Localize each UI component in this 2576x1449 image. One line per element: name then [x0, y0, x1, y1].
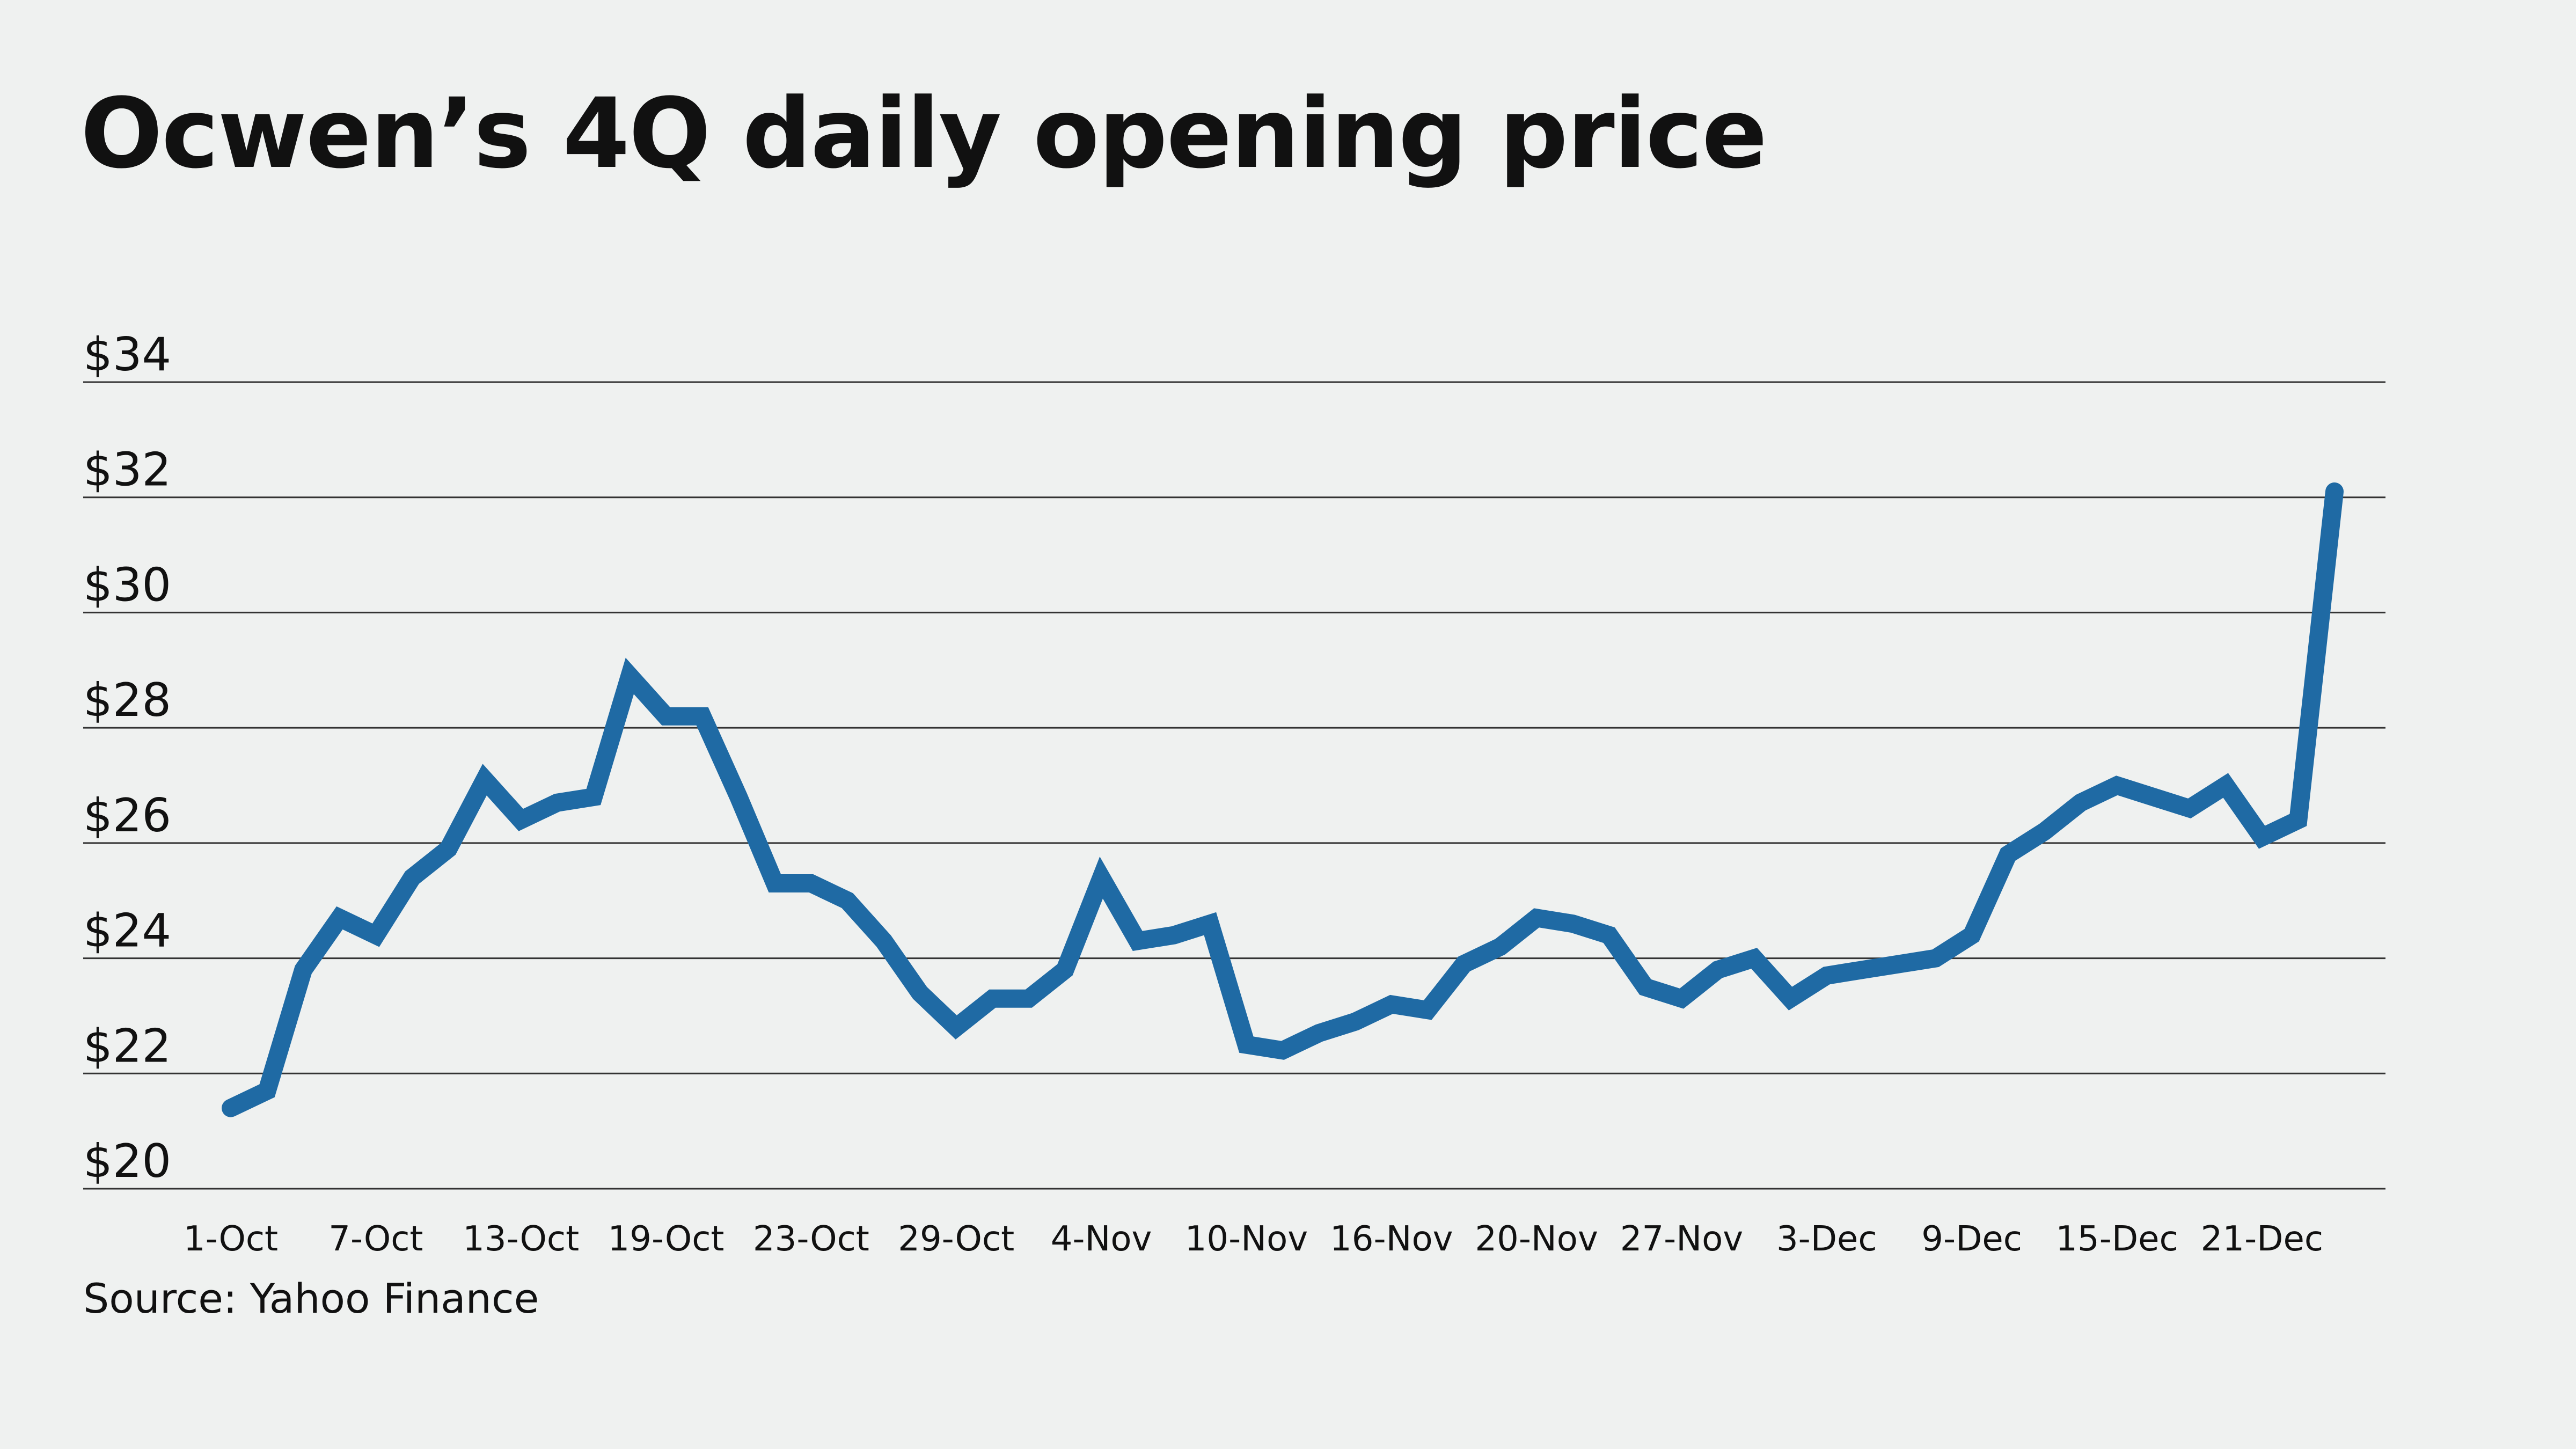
data-point	[593, 796, 594, 797]
data-point	[2153, 796, 2154, 797]
data-point	[1608, 935, 1609, 936]
data-point	[665, 716, 667, 717]
data-point	[2044, 831, 2045, 832]
x-tick-label: 15-Dec	[2055, 1219, 2178, 1259]
x-tick-label: 10-Nov	[1185, 1219, 1308, 1259]
data-point	[1427, 1009, 1428, 1011]
data-point	[1391, 1004, 1392, 1005]
y-tick-label: $28	[83, 674, 171, 727]
x-tick-label: 3-Dec	[1776, 1219, 1877, 1259]
data-point	[702, 716, 703, 717]
data-point	[2297, 819, 2299, 821]
data-point	[1210, 923, 1211, 924]
y-tick-label: $24	[83, 904, 171, 958]
y-tick-label: $22	[83, 1019, 171, 1073]
data-point	[412, 877, 413, 878]
x-tick-label: 7-Oct	[328, 1219, 423, 1259]
data-point	[1319, 1033, 1320, 1034]
y-axis-tick-labels: $34 $32 $30 $28 $26 $24 $22 $20	[83, 328, 171, 1188]
data-point	[303, 969, 304, 970]
x-axis-tick-labels: 1-Oct 7-Oct 13-Oct 19-Oct 23-Oct 29-Oct 4-Nov 1…	[184, 1219, 2323, 1259]
series-line	[222, 482, 2344, 1117]
x-tick-label: 21-Dec	[2201, 1219, 2323, 1259]
x-tick-label: 9-Dec	[1921, 1219, 2022, 1259]
data-point	[1536, 917, 1537, 918]
data-point	[1028, 998, 1029, 999]
data-point	[629, 676, 630, 677]
data-point	[1790, 998, 1791, 999]
data-point	[847, 900, 848, 901]
data-point	[230, 1108, 231, 1109]
data-point	[375, 935, 376, 936]
y-tick-label: $32	[83, 443, 171, 497]
data-point	[2080, 802, 2081, 803]
data-point	[2262, 837, 2263, 838]
y-tick-label: $30	[83, 558, 171, 612]
data-point	[1500, 946, 1501, 947]
x-tick-label: 27-Nov	[1620, 1219, 1743, 1259]
data-point	[956, 1027, 957, 1028]
data-point	[1572, 923, 1574, 924]
data-point	[1137, 940, 1138, 941]
data-point	[810, 883, 811, 884]
y-tick-label: $34	[83, 328, 171, 382]
data-point	[267, 1090, 268, 1091]
data-point	[1355, 1021, 1356, 1022]
data-point	[774, 883, 775, 884]
data-point	[1173, 935, 1174, 936]
data-point	[448, 848, 449, 850]
x-tick-label: 29-Oct	[898, 1219, 1014, 1259]
y-tick-label: $26	[83, 789, 171, 843]
data-point	[2334, 491, 2335, 492]
x-tick-label: 23-Oct	[753, 1219, 869, 1259]
data-point	[1862, 969, 1863, 970]
x-tick-label: 20-Nov	[1475, 1219, 1598, 1259]
data-point	[2225, 785, 2226, 786]
data-point	[1101, 877, 1102, 878]
data-point	[1826, 975, 1827, 976]
data-point	[919, 992, 920, 993]
x-tick-label: 19-Oct	[608, 1219, 724, 1259]
data-point	[339, 917, 340, 918]
data-point	[992, 998, 993, 999]
data-point	[1064, 969, 1065, 970]
x-tick-label: 13-Oct	[463, 1219, 579, 1259]
x-tick-label: 1-Oct	[184, 1219, 278, 1259]
data-point	[883, 940, 884, 941]
gridlines	[83, 381, 2385, 1190]
source-note: Source: Yahoo Finance	[83, 1275, 539, 1322]
series	[222, 482, 2344, 1117]
data-point	[1754, 958, 1755, 959]
data-point	[1971, 935, 1972, 936]
data-point	[1282, 1050, 1283, 1051]
data-point	[2189, 808, 2190, 809]
data-point	[1935, 958, 1936, 959]
data-point	[484, 779, 485, 780]
data-point	[521, 819, 522, 821]
x-tick-label: 16-Nov	[1330, 1219, 1453, 1259]
data-point	[557, 802, 558, 803]
y-tick-label: $20	[83, 1135, 171, 1188]
data-point	[1463, 963, 1465, 964]
data-point	[2008, 854, 2009, 855]
data-point	[1717, 969, 1718, 970]
data-point	[1899, 963, 1900, 964]
data-point	[1246, 1044, 1247, 1045]
data-point	[2116, 785, 2117, 786]
chart-title: Ocwen’s 4Q daily opening price	[80, 78, 1767, 190]
x-tick-label: 4-Nov	[1051, 1219, 1152, 1259]
data-point	[1645, 986, 1646, 987]
data-point	[1681, 998, 1682, 999]
data-point	[738, 796, 739, 797]
